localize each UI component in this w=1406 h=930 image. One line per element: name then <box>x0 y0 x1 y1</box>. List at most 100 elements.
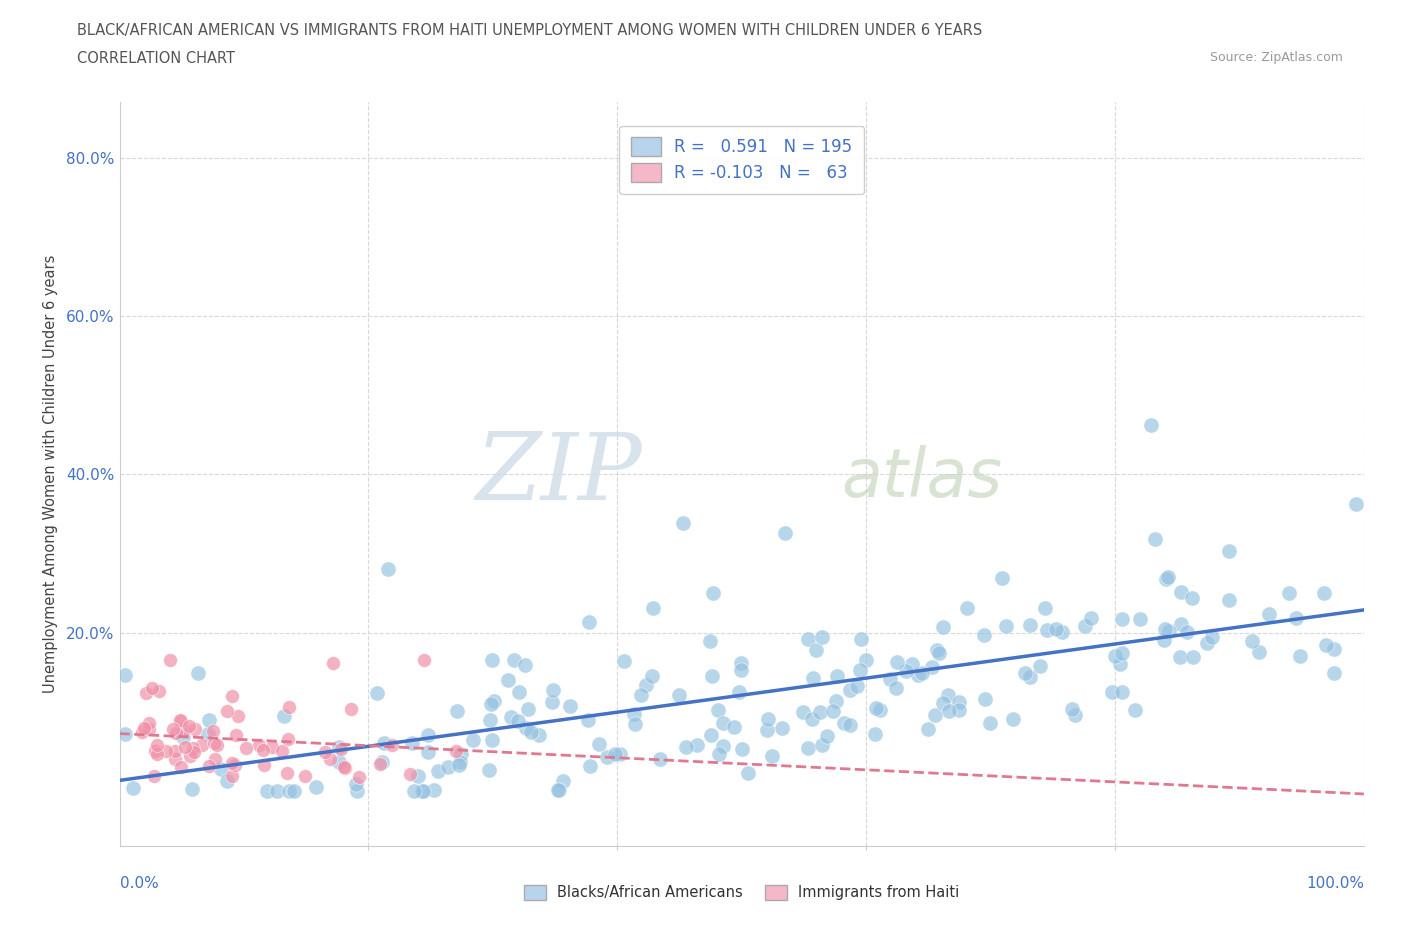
Point <box>418 745 440 760</box>
Point <box>543 683 565 698</box>
Point <box>1002 711 1025 726</box>
Point <box>371 754 394 769</box>
Point <box>723 720 745 735</box>
Point <box>209 762 232 777</box>
Point <box>172 729 194 744</box>
Point <box>121 780 143 795</box>
Point <box>402 783 425 798</box>
Point <box>148 684 170 698</box>
Point <box>411 783 433 798</box>
Point <box>1154 572 1177 587</box>
Point <box>197 726 219 741</box>
Point <box>503 652 526 667</box>
Point <box>702 669 724 684</box>
Point <box>328 755 350 770</box>
Point <box>224 757 246 772</box>
Point <box>756 711 779 726</box>
Point <box>228 709 250 724</box>
Point <box>1218 592 1240 607</box>
Point <box>991 571 1014 586</box>
Point <box>1249 644 1271 659</box>
Point <box>322 656 344 671</box>
Point <box>838 718 860 733</box>
Point <box>328 739 350 754</box>
Point <box>235 740 257 755</box>
Point <box>277 732 299 747</box>
Point <box>938 704 960 719</box>
Point <box>1153 622 1175 637</box>
Point <box>201 724 224 738</box>
Point <box>1129 612 1152 627</box>
Point <box>496 672 519 687</box>
Point <box>907 667 929 682</box>
Point <box>181 741 204 756</box>
Point <box>578 615 600 630</box>
Point <box>527 727 550 742</box>
Point <box>368 756 391 771</box>
Point <box>204 752 226 767</box>
Point <box>956 601 979 616</box>
Point <box>634 677 657 692</box>
Point <box>508 684 530 699</box>
Point <box>165 726 187 741</box>
Point <box>1014 666 1036 681</box>
Point <box>271 744 294 759</box>
Point <box>138 722 160 737</box>
Point <box>273 709 295 724</box>
Point <box>450 747 472 762</box>
Point <box>547 782 569 797</box>
Point <box>146 747 169 762</box>
Point <box>1045 621 1067 636</box>
Point <box>948 695 970 710</box>
Point <box>177 718 200 733</box>
Point <box>1062 702 1084 717</box>
Point <box>513 658 536 672</box>
Point <box>132 721 155 736</box>
Point <box>1028 658 1050 673</box>
Text: ZIP: ZIP <box>475 430 643 519</box>
Point <box>1157 624 1180 639</box>
Point <box>609 747 631 762</box>
Point <box>804 643 827 658</box>
Point <box>278 783 301 798</box>
Point <box>294 769 316 784</box>
Point <box>1218 543 1240 558</box>
Point <box>1313 586 1336 601</box>
Point <box>1170 584 1192 599</box>
Point <box>1101 685 1123 700</box>
Point <box>381 737 404 752</box>
Point <box>276 765 298 780</box>
Point <box>256 783 278 798</box>
Point <box>613 653 636 668</box>
Point <box>1285 611 1308 626</box>
Point <box>974 692 997 707</box>
Point <box>449 754 471 769</box>
Point <box>1033 601 1056 616</box>
Point <box>1104 648 1126 663</box>
Point <box>797 740 820 755</box>
Point <box>1201 630 1223 644</box>
Point <box>314 744 336 759</box>
Text: Source: ZipAtlas.com: Source: ZipAtlas.com <box>1209 51 1343 64</box>
Point <box>811 630 834 644</box>
Point <box>1074 619 1097 634</box>
Point <box>173 739 195 754</box>
Point <box>1258 606 1281 621</box>
Point <box>801 671 824 685</box>
Point <box>1080 611 1102 626</box>
Point <box>792 704 814 719</box>
Point <box>948 703 970 718</box>
Point <box>668 688 690 703</box>
Point <box>1170 617 1192 631</box>
Point <box>711 716 734 731</box>
Point <box>605 747 627 762</box>
Point <box>501 710 523 724</box>
Point <box>770 721 793 736</box>
Point <box>252 742 274 757</box>
Point <box>846 679 869 694</box>
Point <box>373 736 395 751</box>
Point <box>707 702 730 717</box>
Point <box>173 723 195 737</box>
Point <box>730 663 752 678</box>
Point <box>711 738 734 753</box>
